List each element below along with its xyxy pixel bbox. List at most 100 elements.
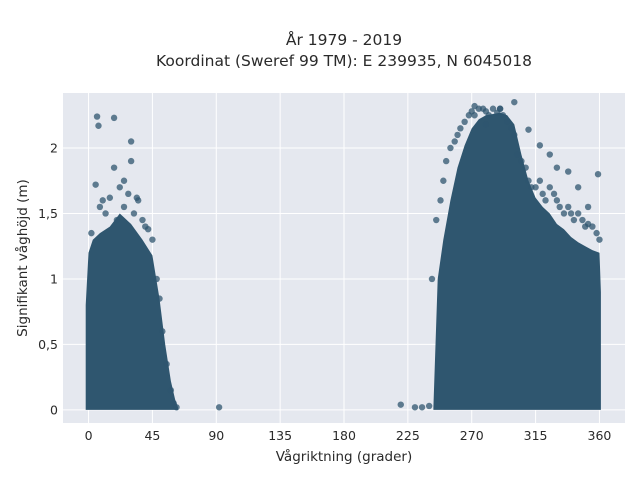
data-point xyxy=(454,131,461,139)
data-point xyxy=(536,177,544,184)
y-axis-ticks: 0 0,5 1 1,5 2 xyxy=(38,141,58,418)
data-point xyxy=(550,190,558,198)
x-tick-label: 0 xyxy=(85,428,93,443)
data-point xyxy=(584,203,592,211)
data-point xyxy=(546,151,553,158)
data-point xyxy=(525,126,532,133)
data-point xyxy=(525,177,532,184)
data-point xyxy=(532,184,539,191)
x-tick-label: 45 xyxy=(144,428,160,443)
data-point xyxy=(144,225,152,233)
data-point xyxy=(120,177,128,184)
data-point xyxy=(482,121,490,128)
data-point xyxy=(565,203,572,211)
data-point xyxy=(522,164,529,171)
data-point xyxy=(451,138,458,145)
data-point xyxy=(133,194,140,201)
data-point xyxy=(99,197,106,204)
x-axis-title: Vågriktning (grader) xyxy=(276,448,413,465)
data-point xyxy=(156,295,163,302)
data-point xyxy=(96,203,104,211)
data-point xyxy=(570,216,578,224)
x-tick-label: 225 xyxy=(396,428,420,443)
data-point xyxy=(556,203,563,211)
data-point xyxy=(95,122,102,129)
y-tick-label: 0 xyxy=(50,402,58,417)
data-point xyxy=(594,170,602,178)
data-point xyxy=(485,112,492,119)
data-point xyxy=(567,210,575,217)
data-points xyxy=(88,98,603,411)
x-tick-label: 90 xyxy=(208,428,224,443)
data-point xyxy=(511,98,518,106)
data-point xyxy=(513,151,521,158)
data-point xyxy=(471,102,478,110)
data-point xyxy=(499,112,507,119)
data-point xyxy=(574,184,582,191)
data-point xyxy=(418,404,426,411)
dense-point-clouds xyxy=(85,112,601,410)
data-point xyxy=(437,197,444,204)
data-point xyxy=(511,131,518,139)
data-point xyxy=(574,210,582,217)
data-point xyxy=(593,229,600,237)
chart-title-line1: År 1979 - 2019 xyxy=(286,30,402,49)
dense-cloud-1 xyxy=(433,112,601,410)
data-point xyxy=(167,387,175,394)
data-point xyxy=(139,216,146,224)
y-tick-label: 2 xyxy=(50,141,58,156)
data-point xyxy=(489,105,497,112)
data-point xyxy=(93,113,101,120)
data-point xyxy=(504,118,511,126)
data-point xyxy=(110,164,118,171)
y-axis-title: Signifikant våghöjd (m) xyxy=(14,179,31,337)
data-point xyxy=(433,216,440,224)
data-point xyxy=(397,401,404,408)
y-tick-label: 0,5 xyxy=(38,337,58,352)
data-point xyxy=(457,125,464,132)
x-tick-label: 360 xyxy=(588,428,612,443)
data-point xyxy=(127,157,135,165)
data-point xyxy=(553,197,561,204)
data-point xyxy=(589,223,596,230)
data-point xyxy=(88,229,95,237)
chart-title-line2: Koordinat (Sweref 99 TM): E 239935, N 60… xyxy=(156,52,532,70)
data-point xyxy=(125,190,132,198)
data-point xyxy=(92,181,99,188)
data-point xyxy=(596,236,603,243)
data-point xyxy=(153,275,160,283)
data-point xyxy=(471,112,478,119)
data-point xyxy=(130,210,138,217)
x-tick-label: 180 xyxy=(332,428,356,443)
data-point xyxy=(102,210,109,217)
data-point xyxy=(539,190,546,198)
data-point xyxy=(120,203,128,211)
data-point xyxy=(579,216,586,224)
data-point xyxy=(496,105,504,112)
dense-cloud-0 xyxy=(85,213,178,410)
data-point xyxy=(159,328,166,335)
data-point xyxy=(149,236,156,243)
data-point xyxy=(110,114,118,122)
data-point xyxy=(565,168,572,175)
data-point xyxy=(546,184,553,191)
data-point xyxy=(518,157,525,165)
data-point xyxy=(411,404,419,411)
y-tick-label: 1,5 xyxy=(38,206,58,221)
data-point xyxy=(542,197,549,204)
y-tick-label: 1 xyxy=(50,271,58,286)
data-point xyxy=(173,404,180,411)
data-point xyxy=(461,118,468,126)
data-point xyxy=(127,138,135,145)
data-point xyxy=(447,144,454,152)
data-point xyxy=(428,275,436,283)
x-tick-label: 270 xyxy=(460,428,484,443)
data-point xyxy=(508,125,515,132)
data-point xyxy=(536,142,544,149)
data-point xyxy=(113,216,121,224)
data-point xyxy=(442,157,450,165)
data-point xyxy=(116,184,123,191)
data-point xyxy=(106,194,114,201)
x-axis-ticks: 0 45 90 135 180 225 270 315 360 xyxy=(85,428,612,443)
